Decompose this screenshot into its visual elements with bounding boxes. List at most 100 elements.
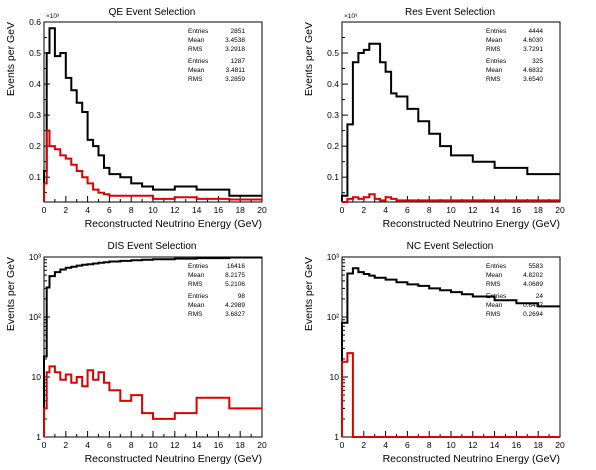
x-tick-label: 4 <box>383 440 388 450</box>
stats-value: 98 <box>238 293 246 300</box>
y-tick-label: 10³ <box>327 252 339 262</box>
x-tick-label: 20 <box>257 205 267 215</box>
stats-value: 3.6540 <box>523 76 543 83</box>
x-tick-label: 0 <box>42 440 47 450</box>
y-tick-label: 10³ <box>29 252 41 262</box>
x-tick-label: 16 <box>214 440 224 450</box>
x-tick-label: 14 <box>192 205 202 215</box>
panel-title: DIS Event Selection <box>108 241 197 252</box>
stats-value: 5.2106 <box>225 281 245 288</box>
x-tick-label: 16 <box>512 205 522 215</box>
stats-key: Mean <box>188 67 205 74</box>
panel-dis: DIS Event Selection 0 2 4 6 8 10 12 14 16 18 20 1 10… <box>5 241 267 465</box>
y-tick-label: 0.3 <box>29 110 41 120</box>
x-tick-label: 10 <box>446 205 456 215</box>
stats-value: 325 <box>532 58 543 65</box>
stats-key: RMS <box>188 76 203 83</box>
stats-value: 3.2918 <box>225 46 245 53</box>
x-tick-label: 0 <box>340 440 345 450</box>
stats-key: Entries <box>486 58 507 65</box>
panel-nc: NC Event Selection 0 2 4 6 8 10 12 14 16 18 201101… <box>303 241 565 465</box>
x-tick-label: 20 <box>555 440 565 450</box>
stats-value: 3.4811 <box>226 67 246 74</box>
x-tick-label: 12 <box>170 205 180 215</box>
y-tick-label: 1 <box>334 432 339 442</box>
histogram-selected <box>341 352 560 438</box>
x-tick-label: 6 <box>405 205 410 215</box>
x-tick-label: 20 <box>257 440 267 450</box>
x-tick-label: 14 <box>490 440 500 450</box>
y-tick-label: 1 <box>36 432 41 442</box>
stats-value: 4.6030 <box>523 37 543 44</box>
stats-value: 4.8202 <box>523 272 543 279</box>
stats-key: Entries <box>188 28 209 35</box>
x-tick-label: 2 <box>63 440 68 450</box>
x-tick-label: 0 <box>42 205 47 215</box>
x-tick-label: 18 <box>235 205 245 215</box>
y-tick-label: 10² <box>327 312 339 322</box>
stats-key: RMS <box>486 311 501 318</box>
x-tick-label: 2 <box>361 440 366 450</box>
stats-key: RMS <box>486 76 501 83</box>
x-tick-label: 18 <box>533 205 543 215</box>
stats-key: RMS <box>188 311 203 318</box>
stats-key: RMS <box>188 281 203 288</box>
panel-title: Res Event Selection <box>405 7 495 18</box>
x-tick-label: 10 <box>148 440 158 450</box>
stats-value: 4.0689 <box>523 281 543 288</box>
stats-value: 3.6827 <box>225 311 245 318</box>
stats-key: Entries <box>486 263 507 270</box>
y-tick-label: 0.1 <box>327 172 339 182</box>
stats-value: 16416 <box>227 263 245 270</box>
x-tick-label: 4 <box>383 205 388 215</box>
stats-value: 3.2859 <box>225 76 245 83</box>
stats-key: Mean <box>486 302 503 309</box>
stats-key: RMS <box>486 46 501 53</box>
x-tick-label: 8 <box>427 205 432 215</box>
x-tick-label: 14 <box>192 440 202 450</box>
y-tick-label: 0.2 <box>327 141 339 151</box>
x-axis-label: Reconstructed Neutrino Energy (GeV) <box>383 218 560 230</box>
y-multiplier: ×10³ <box>344 13 358 20</box>
stats-key: Mean <box>486 67 503 74</box>
panel-res: Res Event Selection 0 2 4 6 8 10 12 14 16 18 20 0.1… <box>303 7 565 230</box>
stats-key: Mean <box>188 302 205 309</box>
x-tick-label: 16 <box>512 440 522 450</box>
histogram-all <box>43 256 262 437</box>
y-tick-label: 0.4 <box>327 79 339 89</box>
histogram-selected <box>43 129 262 202</box>
x-tick-label: 14 <box>490 205 500 215</box>
panel-title: QE Event Selection <box>109 7 196 18</box>
x-tick-label: 8 <box>129 440 134 450</box>
stats-value: 1287 <box>231 58 246 65</box>
stats-key: RMS <box>486 281 501 288</box>
stats-value: 2851 <box>231 28 246 35</box>
stats-value: 4444 <box>529 28 544 35</box>
x-tick-label: 12 <box>468 205 478 215</box>
stats-key: RMS <box>188 46 203 53</box>
stats-value: 4.2989 <box>225 302 245 309</box>
x-tick-label: 10 <box>148 205 158 215</box>
x-tick-label: 8 <box>427 440 432 450</box>
x-axis-label: Reconstructed Neutrino Energy (GeV) <box>85 218 262 230</box>
y-tick-label: 0.1 <box>29 172 41 182</box>
y-tick-label: 10² <box>29 312 41 322</box>
stats-value: 0.6487 <box>523 302 543 309</box>
x-tick-label: 6 <box>107 440 112 450</box>
x-tick-label: 8 <box>129 205 134 215</box>
stats-key: Entries <box>188 263 209 270</box>
x-tick-label: 2 <box>63 205 68 215</box>
y-tick-label: 10 <box>330 372 340 382</box>
stats-key: Mean <box>486 37 503 44</box>
x-tick-label: 10 <box>446 440 456 450</box>
y-tick-label: 0.4 <box>29 79 41 89</box>
y-tick-label: 0.2 <box>29 141 41 151</box>
y-tick-label: 0.5 <box>29 48 41 58</box>
histogram-all <box>341 42 560 202</box>
x-tick-label: 0 <box>340 205 345 215</box>
x-axis-label: Reconstructed Neutrino Energy (GeV) <box>383 453 560 465</box>
panel-title: NC Event Selection <box>407 241 494 252</box>
x-axis-label: Reconstructed Neutrino Energy (GeV) <box>85 453 262 465</box>
stats-key: Mean <box>188 272 205 279</box>
x-tick-label: 12 <box>170 440 180 450</box>
